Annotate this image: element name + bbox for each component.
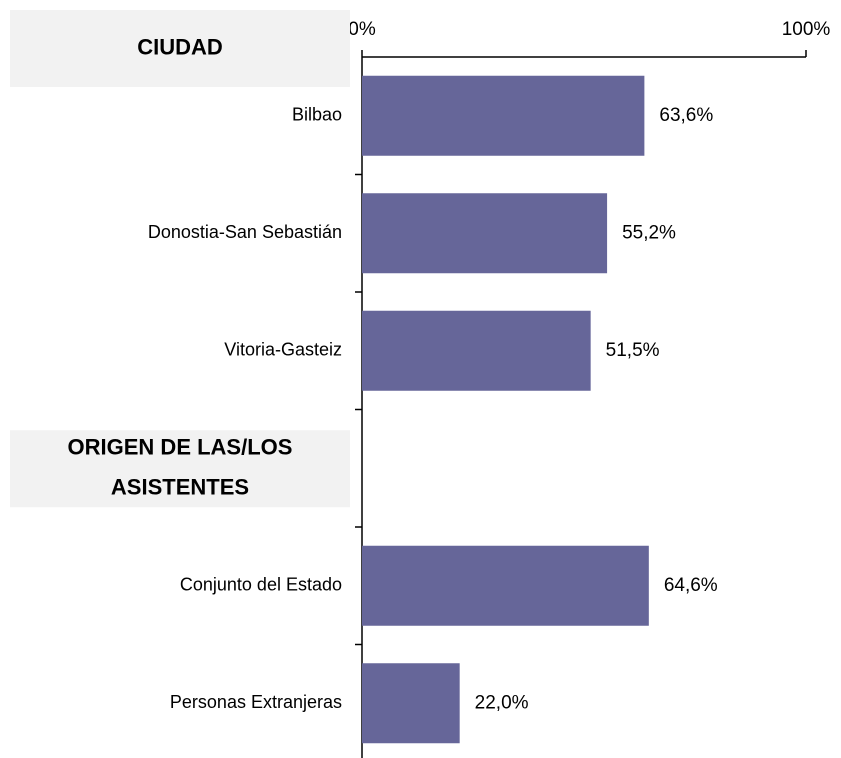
x-tick-label: 100%: [782, 19, 831, 40]
bar: [362, 310, 591, 391]
bar: [362, 545, 649, 626]
value-label: 51,5%: [606, 340, 660, 361]
category-label: Vitoria-Gasteiz: [224, 340, 342, 360]
value-label: 22,0%: [475, 692, 529, 713]
group-header-box: [10, 10, 350, 87]
group-header: CIUDAD: [137, 34, 223, 59]
bar: [362, 663, 460, 744]
x-tick-label: 0%: [348, 19, 376, 40]
value-label: 64,6%: [664, 575, 718, 596]
group-header: ASISTENTES: [111, 475, 249, 500]
group-header: ORIGEN DE LAS/LOS: [68, 435, 293, 460]
category-label: Personas Extranjeras: [170, 692, 342, 712]
bar: [362, 193, 608, 274]
value-label: 55,2%: [622, 222, 676, 243]
category-label: Conjunto del Estado: [180, 575, 342, 595]
group-header-box: [10, 430, 350, 508]
value-label: 63,6%: [659, 105, 713, 126]
bar: [362, 75, 645, 156]
category-label: Bilbao: [292, 105, 342, 125]
category-label: Donostia-San Sebastián: [148, 222, 342, 242]
